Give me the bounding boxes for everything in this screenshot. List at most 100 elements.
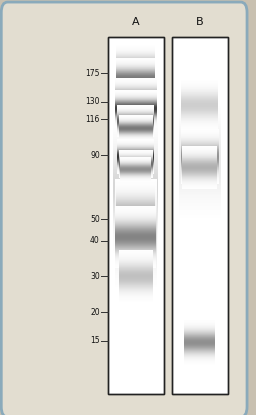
Bar bbox=[113, 142, 158, 143]
Bar bbox=[179, 196, 221, 197]
Bar bbox=[113, 187, 158, 188]
Bar bbox=[179, 190, 221, 191]
Bar bbox=[179, 109, 221, 110]
Bar bbox=[179, 177, 221, 178]
Bar bbox=[115, 269, 157, 270]
Bar bbox=[115, 218, 157, 219]
Bar bbox=[115, 265, 157, 266]
Bar bbox=[179, 143, 221, 144]
Bar bbox=[113, 220, 158, 221]
Bar bbox=[108, 37, 164, 394]
Bar bbox=[115, 221, 157, 222]
Bar bbox=[113, 150, 158, 151]
Bar bbox=[115, 248, 157, 249]
Bar bbox=[179, 146, 221, 147]
Bar bbox=[113, 145, 158, 146]
Bar bbox=[113, 143, 158, 144]
Bar bbox=[115, 244, 157, 245]
Bar bbox=[113, 156, 158, 157]
Bar bbox=[115, 197, 157, 198]
Bar bbox=[113, 244, 158, 245]
Bar bbox=[179, 166, 221, 167]
Bar bbox=[179, 197, 221, 198]
Bar bbox=[179, 112, 221, 113]
Bar bbox=[115, 253, 157, 254]
Bar bbox=[113, 221, 158, 222]
Bar bbox=[115, 203, 157, 204]
Bar bbox=[179, 158, 221, 159]
Bar bbox=[113, 159, 158, 160]
Bar bbox=[113, 129, 158, 130]
Bar bbox=[115, 263, 157, 264]
Bar bbox=[179, 120, 221, 121]
Bar bbox=[113, 127, 158, 128]
Bar bbox=[179, 181, 221, 182]
Bar bbox=[115, 241, 157, 242]
Bar bbox=[115, 187, 157, 188]
Bar bbox=[113, 193, 158, 194]
Bar bbox=[115, 249, 157, 250]
Text: 15: 15 bbox=[90, 336, 100, 345]
Bar bbox=[113, 184, 158, 185]
Bar bbox=[179, 175, 221, 176]
Bar bbox=[115, 216, 157, 217]
Bar bbox=[113, 194, 158, 195]
Bar bbox=[179, 142, 221, 143]
Bar bbox=[113, 124, 158, 125]
Bar bbox=[113, 226, 158, 227]
Bar bbox=[115, 283, 157, 284]
Bar bbox=[179, 194, 221, 195]
Bar bbox=[113, 120, 158, 121]
Bar bbox=[179, 123, 221, 124]
Bar bbox=[115, 186, 157, 187]
Bar bbox=[179, 150, 221, 151]
Bar bbox=[115, 232, 157, 233]
Bar bbox=[179, 182, 221, 183]
Bar bbox=[113, 121, 158, 122]
Bar bbox=[179, 118, 221, 119]
Bar bbox=[179, 156, 221, 157]
Bar bbox=[179, 147, 221, 148]
Bar bbox=[179, 132, 221, 133]
Bar bbox=[113, 228, 158, 229]
Bar bbox=[115, 212, 157, 213]
Bar bbox=[113, 161, 158, 162]
Bar bbox=[115, 189, 157, 190]
Bar bbox=[115, 213, 157, 214]
Bar bbox=[113, 166, 158, 167]
Bar bbox=[179, 149, 221, 150]
Bar bbox=[113, 229, 158, 230]
Bar bbox=[115, 272, 157, 273]
Bar bbox=[179, 184, 221, 185]
Bar bbox=[179, 152, 221, 153]
Bar bbox=[179, 170, 221, 171]
Bar bbox=[179, 125, 221, 126]
Bar bbox=[113, 122, 158, 123]
Bar bbox=[113, 233, 158, 234]
Bar bbox=[179, 183, 221, 184]
Bar bbox=[113, 151, 158, 152]
Bar bbox=[179, 155, 221, 156]
Bar bbox=[179, 199, 221, 200]
Bar bbox=[115, 270, 157, 271]
Bar bbox=[113, 154, 158, 155]
Bar bbox=[113, 176, 158, 177]
Bar bbox=[113, 130, 158, 131]
Bar bbox=[115, 259, 157, 260]
Bar bbox=[179, 213, 221, 214]
Bar bbox=[172, 37, 228, 394]
Bar bbox=[115, 245, 157, 246]
Bar bbox=[179, 107, 221, 108]
Bar bbox=[113, 190, 158, 191]
Bar bbox=[115, 225, 157, 226]
Bar bbox=[113, 149, 158, 150]
Bar bbox=[179, 159, 221, 160]
Bar bbox=[179, 140, 221, 141]
Bar bbox=[179, 174, 221, 175]
Bar bbox=[113, 195, 158, 196]
Bar bbox=[115, 282, 157, 283]
Bar bbox=[115, 219, 157, 220]
Bar bbox=[179, 130, 221, 131]
Bar bbox=[179, 124, 221, 125]
Bar bbox=[179, 136, 221, 137]
